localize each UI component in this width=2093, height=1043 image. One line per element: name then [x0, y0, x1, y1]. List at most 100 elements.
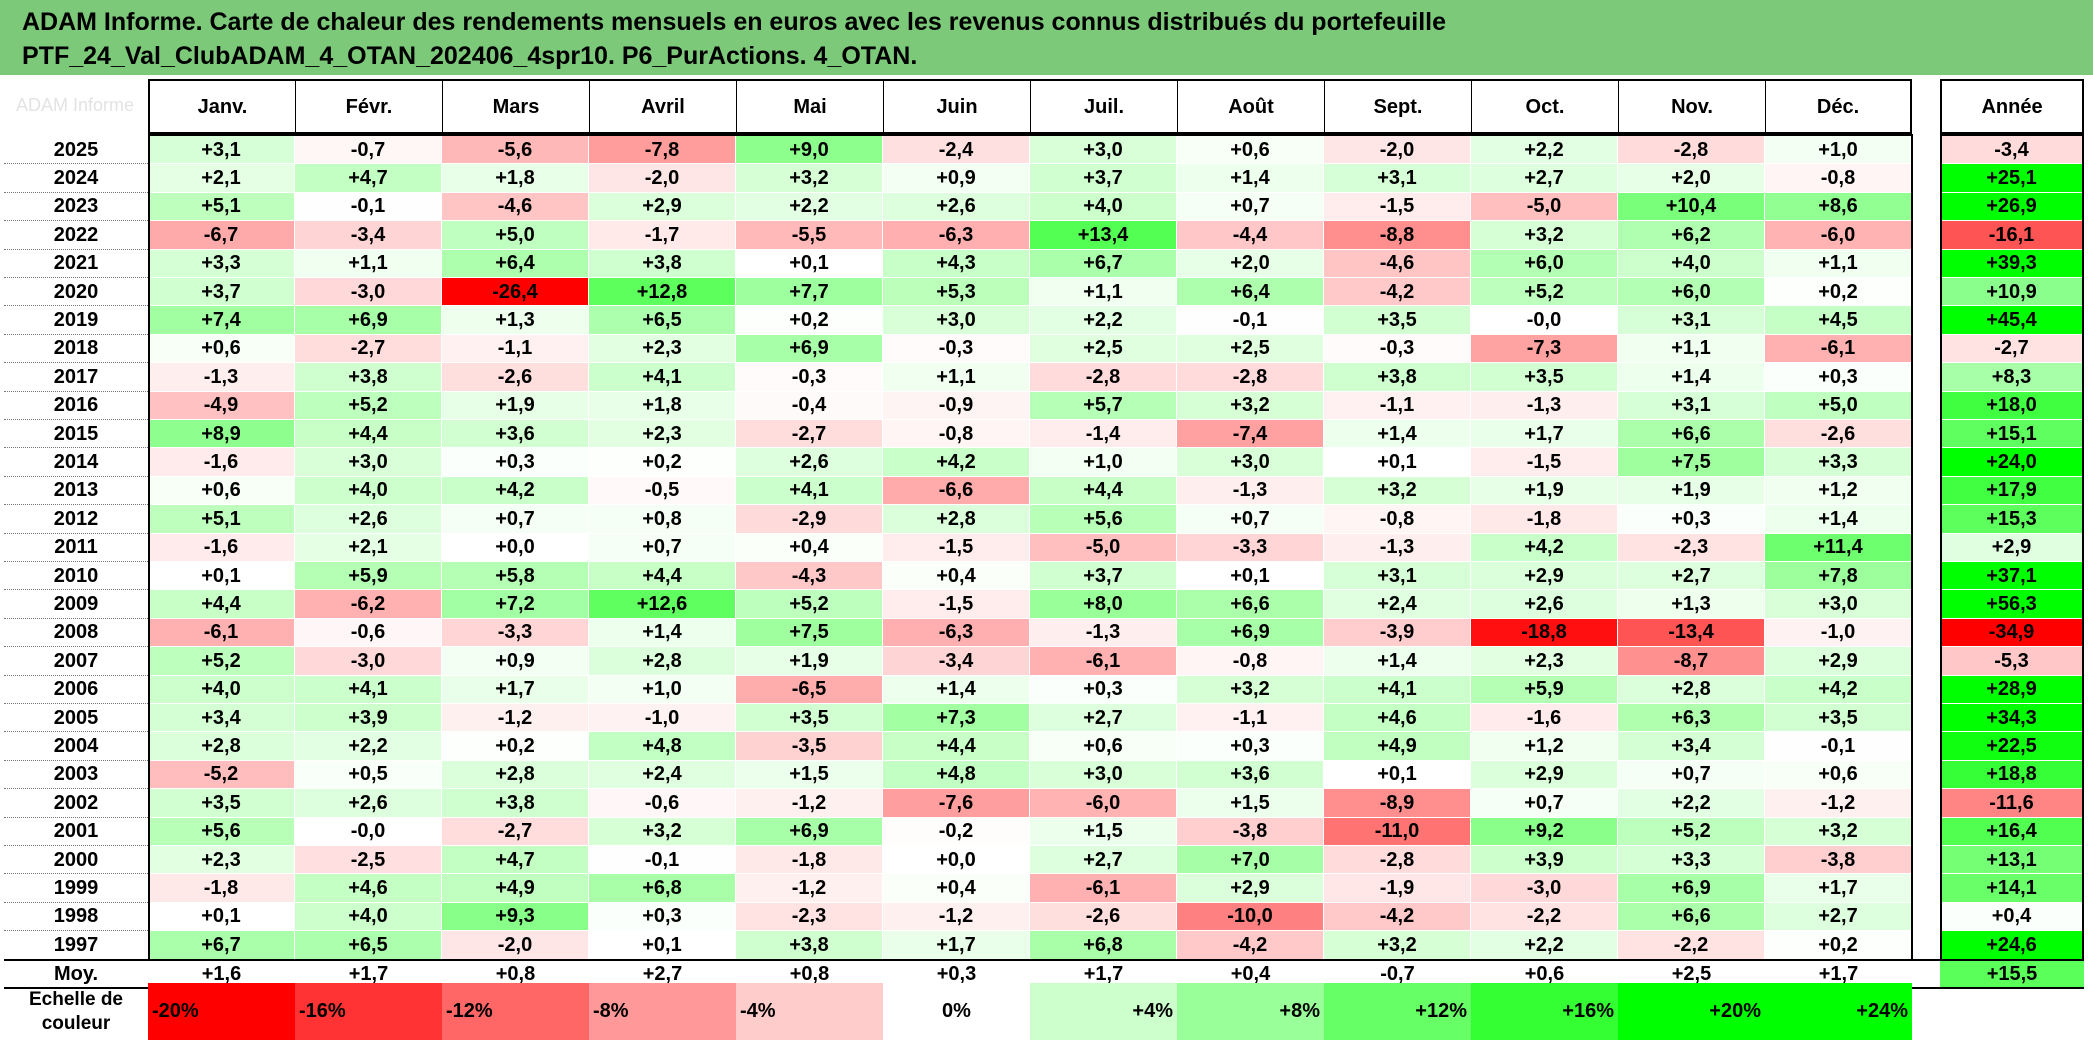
heatmap-cell[interactable]: +4,4 — [1030, 476, 1177, 506]
heatmap-cell[interactable]: -6,3 — [883, 618, 1030, 648]
heatmap-cell[interactable]: -2,0 — [589, 164, 736, 193]
heatmap-cell[interactable]: +3,6 — [442, 420, 589, 449]
column-header-annual[interactable]: Année — [1940, 79, 2084, 134]
annual-cell[interactable]: +34,3 — [1940, 704, 2084, 733]
heatmap-cell[interactable]: +11,4 — [1765, 533, 1912, 562]
heatmap-cell[interactable]: +2,7 — [1618, 562, 1765, 591]
heatmap-cell[interactable]: +7,2 — [442, 590, 589, 619]
heatmap-cell[interactable]: -6,7 — [148, 221, 295, 250]
heatmap-cell[interactable]: +1,5 — [1177, 789, 1324, 818]
heatmap-cell[interactable]: +4,4 — [295, 420, 442, 449]
heatmap-cell[interactable]: +4,6 — [1324, 704, 1471, 733]
heatmap-cell[interactable]: -5,2 — [148, 760, 295, 790]
heatmap-cell[interactable]: +1,7 — [1471, 420, 1618, 449]
heatmap-cell[interactable]: +3,2 — [736, 164, 883, 193]
heatmap-cell[interactable]: +4,4 — [883, 732, 1030, 761]
heatmap-cell[interactable]: +7,8 — [1765, 562, 1912, 591]
heatmap-cell[interactable]: +4,3 — [883, 249, 1030, 278]
heatmap-cell[interactable]: +2,7 — [1471, 164, 1618, 193]
heatmap-cell[interactable]: +2,6 — [883, 192, 1030, 222]
annual-cell[interactable]: +0,4 — [1940, 902, 2084, 932]
heatmap-cell[interactable]: +5,6 — [1030, 505, 1177, 534]
heatmap-cell[interactable]: +3,5 — [736, 704, 883, 733]
heatmap-cell[interactable]: -0,8 — [1765, 164, 1912, 193]
heatmap-cell[interactable]: +4,7 — [295, 164, 442, 193]
heatmap-cell[interactable]: +6,9 — [1177, 618, 1324, 648]
heatmap-cell[interactable]: +0,1 — [1177, 562, 1324, 591]
heatmap-cell[interactable]: -2,4 — [883, 136, 1030, 165]
heatmap-cell[interactable]: +0,3 — [1618, 505, 1765, 534]
heatmap-cell[interactable]: -1,5 — [1471, 448, 1618, 477]
annual-cell[interactable]: -11,6 — [1940, 789, 2084, 818]
heatmap-cell[interactable]: -0,0 — [295, 817, 442, 846]
heatmap-cell[interactable]: +3,5 — [1765, 704, 1912, 733]
heatmap-cell[interactable]: +0,3 — [1765, 363, 1912, 392]
heatmap-cell[interactable]: +9,2 — [1471, 817, 1618, 846]
annual-cell[interactable]: -2,7 — [1940, 334, 2084, 364]
heatmap-cell[interactable]: +2,0 — [1618, 164, 1765, 193]
heatmap-cell[interactable]: +3,1 — [1324, 562, 1471, 591]
heatmap-cell[interactable]: +1,0 — [589, 675, 736, 704]
heatmap-cell[interactable]: +4,6 — [295, 874, 442, 903]
heatmap-cell[interactable]: -6,2 — [295, 590, 442, 619]
heatmap-cell[interactable]: -3,5 — [736, 732, 883, 761]
heatmap-cell[interactable]: -1,0 — [589, 704, 736, 733]
heatmap-cell[interactable]: +4,0 — [1618, 249, 1765, 278]
heatmap-cell[interactable]: +2,7 — [1765, 902, 1912, 932]
heatmap-cell[interactable]: -8,7 — [1618, 647, 1765, 676]
heatmap-cell[interactable]: -3,0 — [295, 647, 442, 676]
heatmap-cell[interactable]: +2,4 — [589, 760, 736, 790]
heatmap-cell[interactable]: -1,2 — [736, 789, 883, 818]
heatmap-cell[interactable]: -4,3 — [736, 562, 883, 591]
heatmap-cell[interactable]: -1,3 — [1177, 476, 1324, 506]
heatmap-cell[interactable]: -7,8 — [589, 136, 736, 165]
heatmap-cell[interactable]: +2,9 — [589, 192, 736, 222]
annual-cell[interactable]: +18,0 — [1940, 391, 2084, 420]
heatmap-cell[interactable]: +3,0 — [1030, 760, 1177, 790]
heatmap-cell[interactable]: -5,0 — [1471, 192, 1618, 222]
annual-cell[interactable]: +18,8 — [1940, 760, 2084, 790]
heatmap-cell[interactable]: +4,2 — [1765, 675, 1912, 704]
column-header-8[interactable]: Août — [1177, 79, 1325, 134]
heatmap-cell[interactable]: +1,4 — [1765, 505, 1912, 534]
heatmap-cell[interactable]: +1,3 — [1618, 590, 1765, 619]
heatmap-cell[interactable]: +4,1 — [736, 476, 883, 506]
heatmap-cell[interactable]: -2,3 — [1618, 533, 1765, 562]
heatmap-cell[interactable]: -1,1 — [1324, 391, 1471, 420]
column-header-5[interactable]: Mai — [736, 79, 884, 134]
heatmap-cell[interactable]: -1,8 — [1471, 505, 1618, 534]
heatmap-cell[interactable]: +4,9 — [442, 874, 589, 903]
heatmap-cell[interactable]: +3,8 — [589, 249, 736, 278]
heatmap-cell[interactable]: +0,4 — [883, 562, 1030, 591]
heatmap-cell[interactable]: +3,0 — [1765, 590, 1912, 619]
heatmap-cell[interactable]: -8,8 — [1324, 221, 1471, 250]
heatmap-cell[interactable]: +1,5 — [736, 760, 883, 790]
heatmap-cell[interactable]: +0,1 — [736, 249, 883, 278]
heatmap-cell[interactable]: +2,2 — [1471, 931, 1618, 960]
heatmap-cell[interactable]: +3,7 — [1030, 562, 1177, 591]
heatmap-cell[interactable]: +3,4 — [1618, 732, 1765, 761]
heatmap-cell[interactable]: +7,4 — [148, 306, 295, 335]
heatmap-cell[interactable]: -0,3 — [1324, 334, 1471, 364]
heatmap-cell[interactable]: +0,3 — [589, 902, 736, 932]
heatmap-cell[interactable]: +5,2 — [1618, 817, 1765, 846]
heatmap-cell[interactable]: +1,8 — [442, 164, 589, 193]
heatmap-cell[interactable]: +3,9 — [295, 704, 442, 733]
heatmap-cell[interactable]: +6,9 — [736, 334, 883, 364]
heatmap-cell[interactable]: +3,8 — [1324, 363, 1471, 392]
heatmap-cell[interactable]: -6,1 — [1765, 334, 1912, 364]
heatmap-cell[interactable]: +1,1 — [1765, 249, 1912, 278]
heatmap-cell[interactable]: +0,1 — [148, 902, 295, 932]
heatmap-cell[interactable]: +5,3 — [883, 278, 1030, 307]
heatmap-cell[interactable]: +4,0 — [295, 902, 442, 932]
heatmap-cell[interactable]: +1,7 — [442, 675, 589, 704]
heatmap-cell[interactable]: +4,0 — [1030, 192, 1177, 222]
heatmap-cell[interactable]: -1,6 — [148, 533, 295, 562]
heatmap-cell[interactable]: -1,8 — [148, 874, 295, 903]
heatmap-cell[interactable]: +4,1 — [1324, 675, 1471, 704]
heatmap-cell[interactable]: +5,8 — [442, 562, 589, 591]
heatmap-cell[interactable]: +2,2 — [1471, 136, 1618, 165]
heatmap-cell[interactable]: +1,9 — [1471, 476, 1618, 506]
heatmap-cell[interactable]: -2,8 — [1177, 363, 1324, 392]
heatmap-cell[interactable]: -3,0 — [1471, 874, 1618, 903]
